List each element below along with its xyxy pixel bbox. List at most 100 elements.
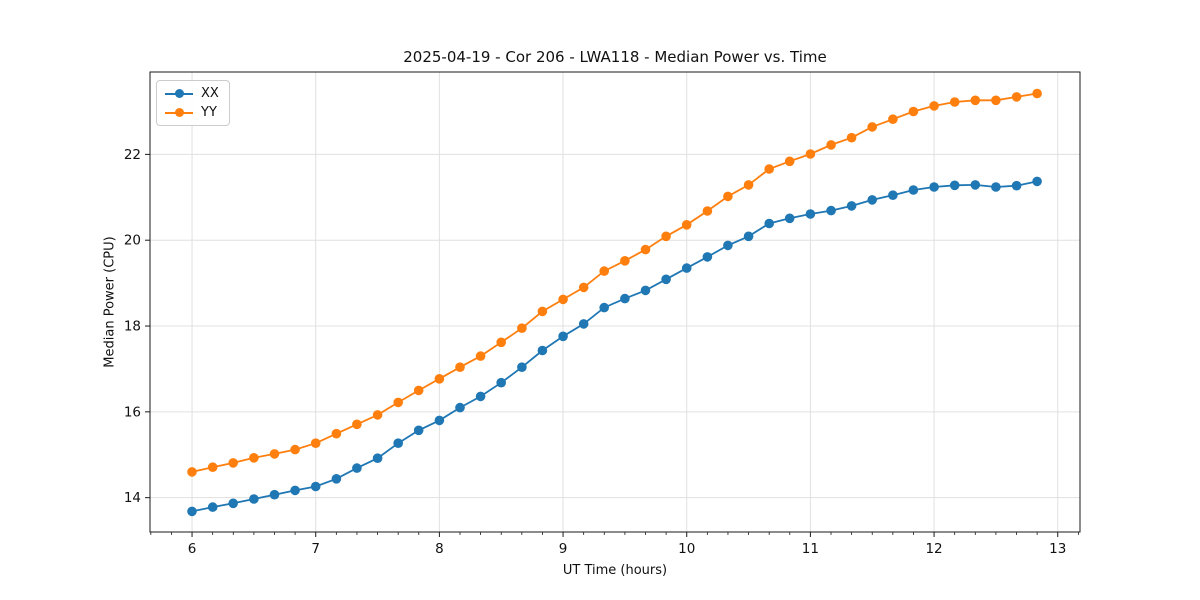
y-tick-label: 16 (124, 404, 141, 420)
data-point-xx (908, 185, 919, 195)
data-point-yy (578, 282, 589, 293)
data-point-xx (970, 180, 981, 190)
data-point-yy (310, 438, 321, 449)
chart-title: 2025-04-19 - Cor 206 - LWA118 - Median P… (403, 48, 827, 66)
data-point-xx (1011, 180, 1022, 191)
data-point-yy (228, 458, 238, 468)
data-point-xx (846, 201, 857, 211)
data-point-xx (620, 293, 630, 304)
data-point-yy (558, 294, 568, 305)
data-point-xx (805, 209, 816, 219)
x-tick-label: 12 (925, 541, 942, 557)
data-point-yy (207, 462, 218, 473)
data-point-yy (393, 397, 404, 408)
data-point-yy (1032, 88, 1042, 99)
data-point-xx (867, 195, 877, 205)
data-point-xx (826, 205, 836, 216)
data-point-xx (517, 362, 527, 373)
data-point-xx (393, 438, 404, 449)
data-point-xx (413, 425, 424, 436)
data-point-yy (413, 385, 424, 396)
data-point-xx (723, 240, 733, 251)
plot-frame (149, 71, 1081, 533)
data-point-xx (764, 218, 774, 229)
x-tick-label: 7 (311, 541, 320, 557)
data-point-xx (681, 263, 692, 273)
data-point-yy (640, 244, 651, 255)
legend-line-marker-icon (165, 108, 193, 117)
data-point-yy (434, 374, 445, 384)
data-point-yy (269, 449, 280, 459)
data-point-yy (599, 266, 609, 276)
data-point-yy (1011, 92, 1022, 102)
x-tick-label: 8 (435, 541, 444, 557)
data-point-yy (537, 306, 548, 317)
y-tick-label: 18 (124, 319, 141, 335)
x-tick-label: 13 (1049, 541, 1066, 557)
data-point-xx (310, 481, 321, 492)
data-point-xx (372, 453, 383, 464)
data-point-yy (949, 97, 960, 107)
data-point-xx (537, 345, 548, 356)
data-point-yy (764, 164, 774, 174)
data-point-yy (702, 206, 713, 216)
data-point-xx (455, 402, 465, 413)
y-axis-label: Median Power (CPU) (102, 236, 118, 368)
data-point-xx (578, 319, 589, 329)
legend-item-xx: XX (165, 86, 219, 101)
data-point-xx (269, 489, 280, 500)
legend-line-marker-icon (165, 89, 193, 98)
data-point-yy (372, 410, 383, 420)
data-point-yy (867, 122, 877, 132)
data-point-yy (249, 453, 259, 463)
data-point-yy (846, 132, 857, 143)
data-point-xx (290, 485, 300, 496)
series-line-xx (191, 180, 1038, 513)
data-point-xx (207, 502, 218, 512)
data-point-xx (640, 285, 651, 296)
data-point-xx (599, 302, 609, 313)
legend-item-yy: YY (165, 105, 219, 120)
data-point-xx (434, 415, 445, 426)
data-point-yy (743, 180, 754, 190)
data-point-xx (743, 231, 754, 242)
x-tick-label: 10 (678, 541, 695, 557)
data-point-xx (991, 182, 1001, 192)
data-point-yy (991, 95, 1001, 106)
data-point-yy (805, 149, 816, 159)
data-point-xx (496, 377, 507, 388)
data-point-xx (352, 463, 362, 473)
y-tick-label: 22 (124, 147, 141, 163)
y-tick-label: 14 (124, 490, 141, 506)
data-point-yy (970, 95, 981, 106)
data-point-yy (888, 114, 898, 124)
data-point-xx (249, 494, 259, 504)
x-tick-label: 9 (559, 541, 568, 557)
data-point-xx (558, 331, 568, 342)
legend-label-xx: XX (201, 86, 219, 101)
data-point-yy (517, 323, 527, 334)
y-tick-label: 20 (124, 233, 141, 249)
data-point-xx (784, 213, 795, 224)
data-point-xx (475, 391, 486, 402)
data-point-yy (290, 444, 300, 455)
data-point-yy (496, 337, 507, 348)
x-tick-label: 11 (802, 541, 819, 557)
data-point-xx (702, 252, 713, 262)
data-point-yy (784, 156, 795, 167)
data-point-xx (888, 190, 898, 200)
legend-label-yy: YY (201, 105, 217, 120)
data-point-yy (475, 351, 486, 361)
data-point-xx (661, 274, 671, 285)
data-point-yy (331, 428, 342, 439)
data-point-yy (681, 220, 692, 230)
series-line-yy (191, 92, 1038, 473)
data-point-yy (723, 191, 733, 202)
data-point-yy (929, 101, 939, 111)
data-point-yy (352, 419, 362, 430)
data-point-yy (661, 231, 671, 242)
x-tick-label: 6 (188, 541, 197, 557)
data-point-yy (187, 467, 197, 477)
